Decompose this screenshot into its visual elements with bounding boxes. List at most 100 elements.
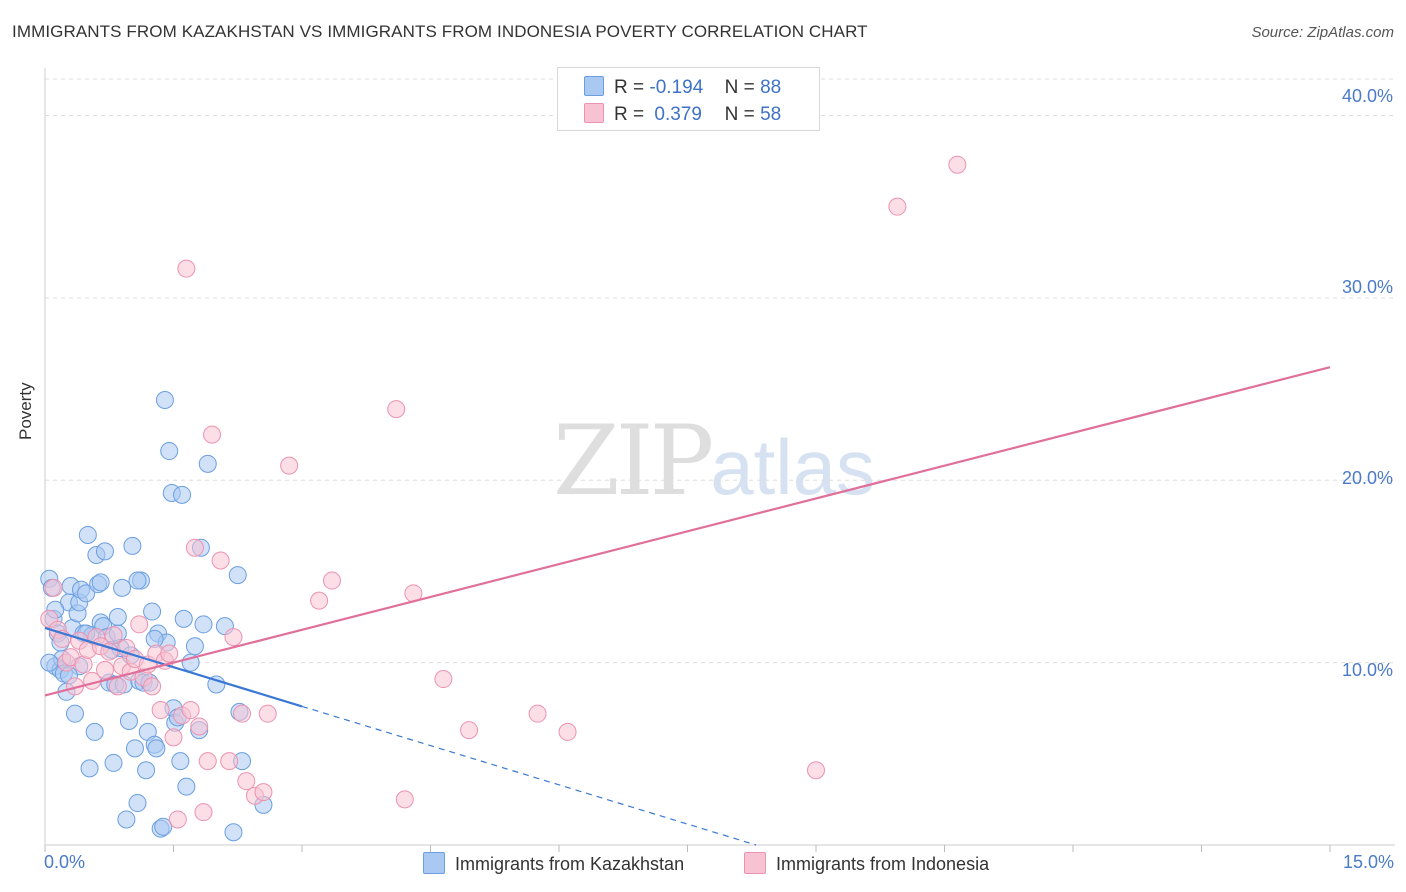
legend-n-label: N = [724, 104, 755, 125]
legend-n-value: 88 [760, 77, 782, 98]
legend-n-value: 58 [760, 104, 782, 125]
indonesia-point [224, 628, 243, 647]
indonesia-point [434, 670, 453, 689]
kazakhstan-point [207, 675, 226, 694]
y-tick-label-30: 30.0% [1341, 277, 1393, 297]
kazakhstan-point [125, 739, 144, 758]
indonesia-point [395, 790, 414, 809]
kazakhstan-point [185, 637, 204, 656]
kazakhstan-point [173, 485, 192, 504]
kazakhstan-point [113, 578, 132, 597]
kazakhstan-point [117, 810, 136, 829]
legend-r-value: -0.194 [649, 77, 704, 98]
series-swatch-blue [423, 852, 445, 874]
kazakhstan-point [143, 602, 162, 621]
indonesia-point [310, 591, 329, 610]
indonesia-point [130, 615, 149, 634]
indonesia-point [108, 677, 127, 696]
indonesia-point [181, 701, 200, 720]
indonesia-point [211, 551, 230, 570]
kazakhstan-point [80, 759, 99, 778]
indonesia-point [237, 772, 256, 791]
legend-row-kazakhstan: R = -0.194 N = 88 [584, 76, 781, 99]
indonesia-point [185, 538, 204, 557]
kazakhstan-point [137, 761, 156, 780]
kazakhstan-trend-line [44, 626, 303, 708]
indonesia-point [151, 701, 170, 720]
series-legend-kazakhstan: Immigrants from Kazakhstan [423, 852, 684, 875]
kazakhstan-point [174, 609, 193, 628]
kazakhstan-point [177, 777, 196, 796]
indonesia-point [888, 197, 907, 216]
indonesia-point [460, 721, 479, 740]
kazakhstan-point [108, 608, 127, 627]
kazakhstan-point [194, 615, 213, 634]
kazakhstan-point [123, 536, 142, 555]
kazakhstan-point [198, 454, 217, 473]
indonesia-point [948, 155, 967, 174]
indonesia-trend-line [44, 366, 1331, 697]
kazakhstan-point [128, 571, 147, 590]
kazakhstan-point [85, 722, 104, 741]
kazakhstan-point [78, 525, 97, 544]
correlation-legend: R = -0.194 N = 88 R = 0.379 N = 58 [557, 67, 820, 131]
indonesia-point [807, 761, 825, 780]
indonesia-point [322, 571, 341, 590]
kazakhstan-trend-extension [301, 705, 757, 846]
indonesia-point [558, 722, 577, 741]
watermark: ZIPatlas [553, 405, 875, 517]
kazakhstan-point [65, 704, 84, 723]
kazakhstan-point [224, 823, 243, 842]
kazakhstan-point [171, 752, 190, 771]
indonesia-point [177, 259, 196, 278]
legend-r-label: R = [614, 104, 645, 125]
y-axis-label: Poverty [16, 382, 35, 440]
indonesia-point [194, 803, 213, 822]
indonesia-point [198, 752, 217, 771]
indonesia-point [164, 728, 183, 747]
kazakhstan-point [40, 653, 59, 672]
indonesia-point [168, 810, 187, 829]
kazakhstan-point [147, 739, 166, 758]
kazakhstan-point [119, 711, 138, 730]
kazakhstan-point [155, 390, 174, 409]
legend-swatch-pink [584, 103, 604, 123]
series-legend-indonesia: Immigrants from Indonesia [744, 852, 989, 875]
legend-swatch-blue [584, 76, 604, 96]
indonesia-point [203, 425, 222, 444]
x-tick-label-max: 15.0% [1342, 852, 1394, 872]
legend-n-label: N = [724, 77, 755, 98]
indonesia-point [233, 704, 252, 723]
indonesia-point [254, 783, 273, 802]
watermark-atlas: atlas [710, 423, 875, 511]
legend-r-value: 0.379 [654, 104, 702, 125]
y-tick-label-20: 20.0% [1341, 468, 1393, 488]
indonesia-point [143, 677, 162, 696]
legend-row-indonesia: R = 0.379 N = 58 [584, 103, 781, 126]
indonesia-point [160, 644, 179, 663]
indonesia-point [528, 704, 547, 723]
kazakhstan-point [128, 794, 147, 813]
kazakhstan-point [160, 442, 179, 461]
kazakhstan-point [91, 573, 110, 592]
indonesia-point [387, 400, 406, 419]
series-label-indonesia: Immigrants from Indonesia [776, 854, 990, 874]
legend-r-label: R = [614, 77, 645, 98]
indonesia-point [190, 717, 209, 736]
kazakhstan-point [95, 542, 114, 561]
series-swatch-pink [744, 852, 766, 874]
indonesia-point [104, 626, 123, 645]
indonesia-point [95, 660, 114, 679]
chart-title: IMMIGRANTS FROM KAZAKHSTAN VS IMMIGRANTS… [12, 22, 868, 41]
watermark-zip: ZIP [553, 405, 714, 517]
indonesia-point [220, 752, 239, 771]
y-tick-label-40: 40.0% [1341, 86, 1393, 106]
kazakhstan-point [228, 566, 247, 585]
indonesia-point [44, 578, 63, 597]
source-label: Source: ZipAtlas.com [1251, 24, 1394, 41]
x-tick-label-min: 0.0% [44, 852, 86, 872]
kazakhstan-point [77, 584, 96, 603]
kazakhstan-point [104, 753, 123, 772]
indonesia-point [258, 704, 277, 723]
